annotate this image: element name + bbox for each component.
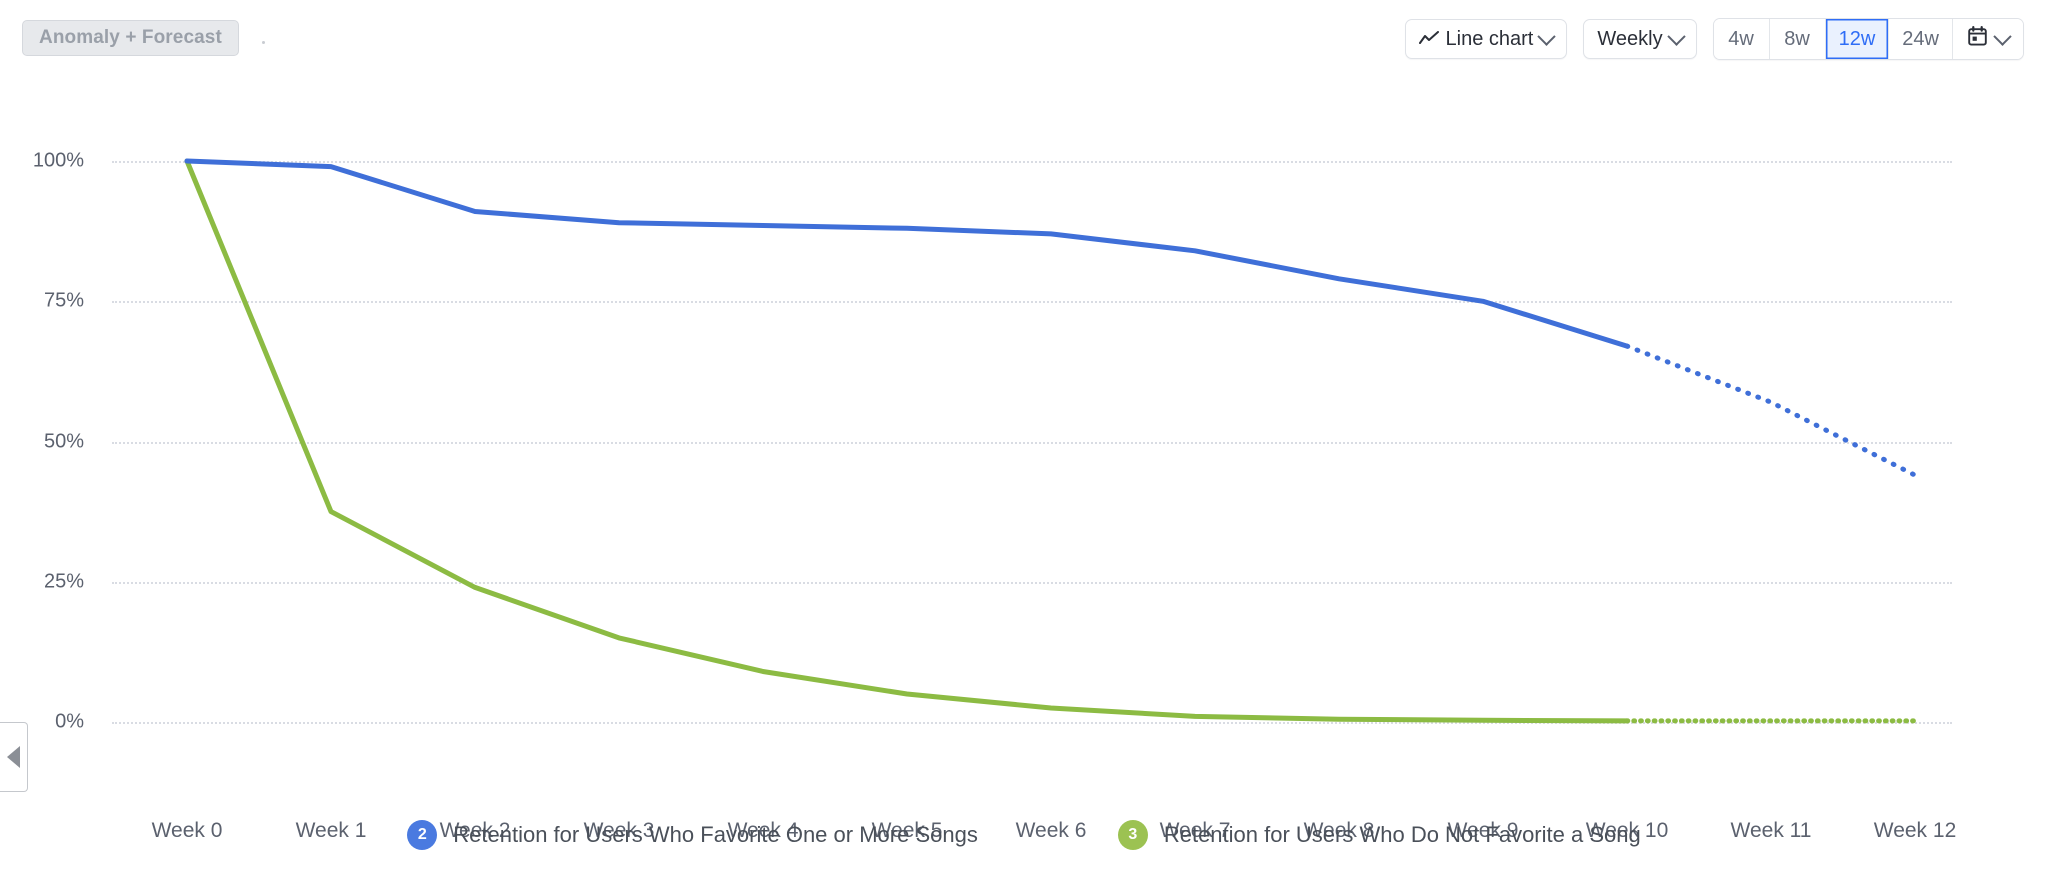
granularity-label: Weekly xyxy=(1597,27,1663,50)
y-axis-tick-0: 0% xyxy=(55,710,84,733)
time-range-segmented-control: 4w 8w 12w 24w xyxy=(1712,18,2024,60)
range-option-12w[interactable]: 12w xyxy=(1825,19,1890,59)
gridline-75 xyxy=(112,301,1952,303)
granularity-dropdown[interactable]: Weekly xyxy=(1583,19,1697,59)
line-chart-icon xyxy=(1418,31,1439,47)
series-blue-line xyxy=(184,158,1630,349)
chevron-down-icon xyxy=(1992,26,2012,46)
x-axis-tick-week-5: Week 5 xyxy=(871,819,943,842)
triangle-left-icon xyxy=(7,746,20,768)
x-axis-tick-week-0: Week 0 xyxy=(151,819,223,842)
x-axis-tick-week-4: Week 4 xyxy=(727,819,799,842)
chevron-down-icon xyxy=(1666,26,1686,46)
chart-series-svg xyxy=(184,158,1918,724)
toolbar-separator-dot xyxy=(262,41,265,44)
legend-badge-2: 2 xyxy=(407,820,438,850)
gridline-50 xyxy=(112,442,1952,444)
gridline-100 xyxy=(112,161,1952,163)
range-option-24w[interactable]: 24w xyxy=(1889,19,1953,59)
x-axis-tick-week-11: Week 11 xyxy=(1730,819,1812,842)
range-option-8w[interactable]: 8w xyxy=(1769,19,1826,59)
y-axis-tick-100: 100% xyxy=(32,149,84,172)
series-blue-forecast-line xyxy=(1624,343,1918,478)
legend-label-2: Retention for Users Who Favorite One or … xyxy=(453,822,978,847)
chart-legend: 2 Retention for Users Who Favorite One o… xyxy=(0,820,2048,850)
x-axis-tick-week-12: Week 12 xyxy=(1873,819,1957,842)
x-axis-tick-week-9: Week 9 xyxy=(1447,819,1519,842)
gridline-0 xyxy=(112,722,1952,724)
legend-item-series-2[interactable]: 2 Retention for Users Who Favorite One o… xyxy=(407,820,978,850)
x-axis-tick-week-2: Week 2 xyxy=(439,819,511,842)
x-axis-tick-week-10: Week 10 xyxy=(1585,819,1669,842)
x-axis-tick-week-8: Week 8 xyxy=(1303,819,1375,842)
x-axis-tick-week-7: Week 7 xyxy=(1159,819,1231,842)
chart-plot-area xyxy=(112,158,1952,724)
legend-badge-3: 3 xyxy=(1117,820,1148,850)
x-axis-tick-week-3: Week 3 xyxy=(583,819,655,842)
chart-toolbar: Anomaly + Forecast Line chart Weekly 4w … xyxy=(0,0,2048,72)
x-axis-tick-week-6: Week 6 xyxy=(1015,819,1087,842)
x-axis-tick-week-1: Week 1 xyxy=(295,819,367,842)
series-green-line xyxy=(184,158,1630,724)
anomaly-forecast-button[interactable]: Anomaly + Forecast xyxy=(22,20,239,56)
retention-line-chart: 100% 75% 50% 25% 0% Week 0 Week 1 Week 2… xyxy=(0,72,2048,843)
legend-item-series-3[interactable]: 3 Retention for Users Who Do Not Favorit… xyxy=(1117,820,1641,850)
gridline-25 xyxy=(112,582,1952,584)
y-axis-tick-25: 25% xyxy=(43,570,84,593)
y-axis-tick-50: 50% xyxy=(43,430,84,453)
y-axis-tick-75: 75% xyxy=(43,289,84,312)
chevron-down-icon xyxy=(1537,26,1557,46)
chart-type-label: Line chart xyxy=(1445,27,1534,50)
date-picker-button[interactable] xyxy=(1953,19,2023,59)
calendar-icon xyxy=(1967,26,1987,52)
chart-type-dropdown[interactable]: Line chart xyxy=(1404,19,1568,59)
left-panel-collapse-handle[interactable] xyxy=(0,722,28,792)
range-option-4w[interactable]: 4w xyxy=(1713,19,1770,59)
toolbar-right-controls: Line chart Weekly 4w 8w 12w 24w xyxy=(1404,18,2024,60)
legend-label-3: Retention for Users Who Do Not Favorite … xyxy=(1163,822,1641,847)
